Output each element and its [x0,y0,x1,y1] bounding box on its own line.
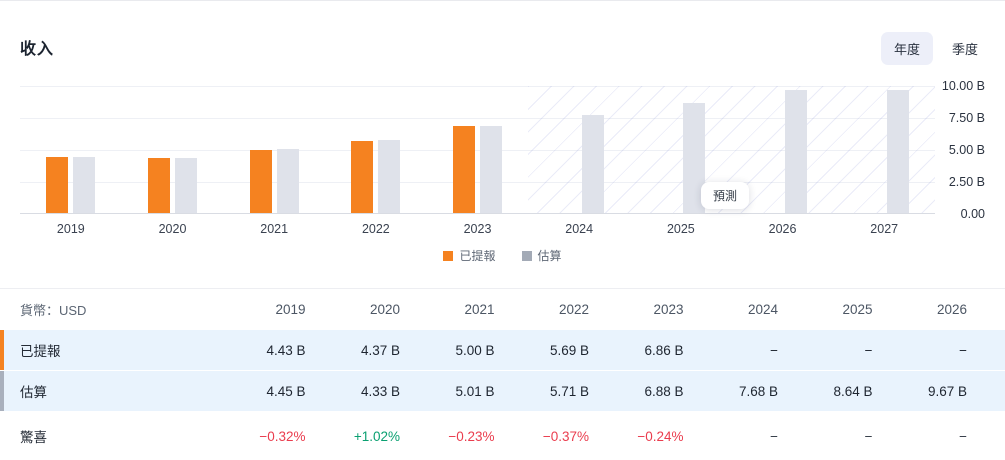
page-title: 收入 [20,41,55,58]
table-col-2021: 2021 [464,301,495,317]
y-tick-0.00: 0.00 [960,207,985,221]
estimate-bar-2023[interactable] [480,125,503,213]
legend-item-estimate[interactable]: 估算 [521,247,562,264]
cell-2026: 9.67 B [927,383,967,399]
y-axis: 10.00 B 7.50 B 5.00 B 2.50 B 0.00 [925,79,985,221]
table-col-2019: 2019 [275,301,306,317]
y-tick-2.50B: 2.50 B [948,175,985,189]
tab-annual[interactable]: 年度 [880,32,933,65]
estimate-bar-2025[interactable] [683,103,706,213]
x-tick-2024: 2024 [565,222,594,236]
bar-group-2026 [732,86,834,213]
x-tick-2020: 2020 [158,222,187,236]
cell-2024: 7.68 B [738,383,778,399]
cell-2023: 6.86 B [644,342,684,358]
reported-bar-2022[interactable] [351,140,374,213]
bars-container [20,86,935,213]
y-tick-5.00B: 5.00 B [948,143,985,157]
x-tick-2026: 2026 [768,222,797,236]
estimate-bar-2022[interactable] [378,140,401,213]
cell-2024: − [770,342,778,358]
cell-2019: −0.32% [259,428,306,444]
estimate-bar-2027[interactable] [886,89,909,213]
tab-quarterly[interactable]: 季度 [951,42,978,57]
cell-2021: 5.00 B [455,342,495,358]
estimate-bar-2024[interactable] [581,115,604,213]
estimate-bar-2020[interactable] [175,158,197,213]
table-row-estimate[interactable]: 估算 4.45 B 4.33 B 5.01 B 5.71 B 6.88 B 7.68 B 8.… [0,371,1005,411]
reported-bar-2023[interactable] [453,125,476,213]
y-tick-7.50B: 7.50 B [948,111,985,125]
legend-item-label: 估算 [537,249,562,263]
cell-2019: 4.45 B [266,383,306,399]
estimate-bar-2019[interactable] [73,156,96,213]
row-label: 已提報 [20,344,61,359]
x-axis: 2019 2020 2021 2022 2023 2024 2025 2026 2027 [20,222,935,236]
reported-bar-2021[interactable] [249,149,272,213]
forecast-badge: 預測 [701,182,750,209]
x-tick-2022: 2022 [361,222,390,236]
bar-group-2025 [630,86,732,213]
estimates-table: 貨幣：USD 2019 2020 2021 2022 2023 2024 2025 2026 … [0,288,1005,460]
table-col-2026: 2026 [936,301,967,317]
table-col-2025: 2025 [842,301,873,317]
estimate-legend-swatch [521,250,532,261]
table-col-2022: 2022 [558,301,589,317]
cell-2021: 5.01 B [455,383,495,399]
cell-2024: − [770,428,778,444]
cell-2026: − [959,342,967,358]
currency-label: 貨幣：USD [20,302,87,318]
cell-2026: − [959,428,967,444]
estimate-bar-2026[interactable] [785,90,808,213]
cell-2021: −0.23% [448,428,495,444]
reported-legend-swatch [443,250,454,261]
legend-item-label: 已提報 [459,249,496,263]
bar-group-2027 [833,86,935,213]
x-tick-2023: 2023 [463,222,492,236]
cell-2025: − [864,342,873,358]
table-col-2020: 2020 [369,301,400,317]
x-tick-2025: 2025 [666,222,695,236]
cell-2020: +1.02% [353,428,400,444]
period-tabs: 年度 季度 [880,32,991,65]
bar-group-2019 [20,86,122,213]
legend-item-reported[interactable]: 已提報 [443,247,496,264]
bar-group-2023 [427,86,529,213]
revenue-chart-plot: 預測 [20,86,935,214]
cell-2023: 6.88 B [644,383,684,399]
table-row-reported[interactable]: 已提報 4.43 B 4.37 B 5.00 B 5.69 B 6.86 B − − − [0,330,1005,370]
cell-2020: 4.33 B [360,383,400,399]
y-tick-10.00B: 10.00 B [941,79,985,93]
table-row-surprise[interactable]: 驚喜 −0.32% +1.02% −0.23% −0.37% −0.24% − − − [0,413,1005,459]
cell-2022: 5.71 B [549,383,589,399]
bar-group-2022 [325,86,427,213]
reported-bar-2020[interactable] [148,157,170,213]
cell-2020: 4.37 B [360,342,400,358]
table-header-row: 貨幣：USD 2019 2020 2021 2022 2023 2024 2025 2026 [0,289,1005,329]
cell-2022: 5.69 B [549,342,589,358]
x-tick-2027: 2027 [870,222,899,236]
cell-2022: −0.37% [542,428,589,444]
x-tick-2019: 2019 [56,222,85,236]
bar-group-2021 [223,86,325,213]
cell-2023: −0.24% [637,428,684,444]
row-label: 估算 [20,385,47,400]
table-col-2023: 2023 [653,301,684,317]
row-label: 驚喜 [20,430,47,445]
cell-2019: 4.43 B [266,342,306,358]
table-col-2024: 2024 [747,301,778,317]
chart-legend: 已提報 估算 [0,247,1005,264]
estimate-bar-2021[interactable] [276,149,299,213]
cell-2025: 8.64 B [833,383,873,399]
cell-2025: − [864,428,873,444]
x-tick-2021: 2021 [260,222,289,236]
bar-group-2024 [528,86,630,213]
reported-bar-2019[interactable] [46,156,69,213]
bar-group-2020 [122,86,224,213]
